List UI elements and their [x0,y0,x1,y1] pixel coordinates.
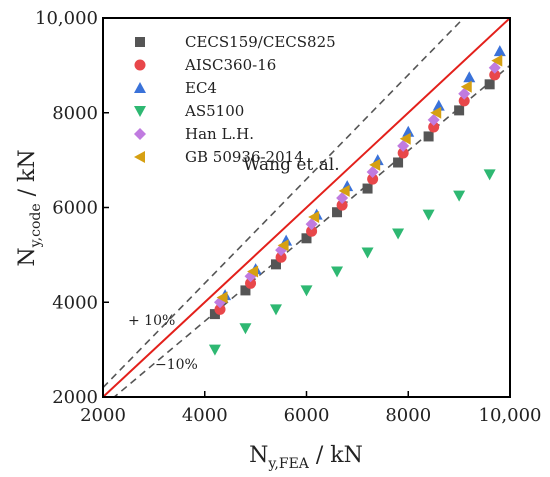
data-point [422,209,435,221]
legend-marker [134,128,146,140]
y-axis-label: Ny,code / kN [15,149,44,266]
series-0 [209,79,495,320]
data-point [423,131,434,142]
y-tick-label: 2000 [52,387,98,408]
x-tick-label: 10,000 [479,405,542,426]
data-point [245,277,257,289]
legend-marker [134,106,146,117]
data-point [493,45,506,57]
data-point [393,157,404,168]
legend-label: AS5100 [184,102,244,120]
legend-marker [135,37,145,47]
data-point [427,113,440,126]
reference-line-0 [103,18,510,397]
legend-label: GB 50936-2014 [185,148,304,166]
data-point [240,285,251,296]
legend-marker [134,151,145,163]
legend: CECS159/CECS825 AISC360-16 EC4 AS5100 Han L.… [134,33,336,166]
x-axis-label: Ny,FEA / kN [249,443,363,472]
data-point [338,184,350,197]
data-point [463,71,476,83]
x-tick-label: 2000 [80,405,126,426]
data-point [277,239,289,252]
y-tick-label: 6000 [52,198,98,219]
data-point [209,309,220,320]
series-3 [208,169,496,356]
y-tick-label: 8000 [52,103,98,124]
data-point [362,183,373,194]
data-points [208,45,506,356]
data-point [432,99,445,111]
data-point [484,79,495,90]
x-tick-label: 4000 [182,405,228,426]
data-point [214,303,226,315]
x-tick-label: 8000 [385,405,431,426]
legend-marker [134,59,146,71]
data-point [208,344,221,356]
data-point [397,139,410,152]
data-point [301,233,312,244]
data-point [331,266,344,278]
legend-marker [134,82,146,93]
series-1 [214,69,501,315]
data-point [402,125,415,137]
data-point [430,106,442,119]
data-point [483,169,496,181]
data-point [366,165,379,178]
data-point [270,259,281,270]
data-point [300,285,313,297]
minus-10-percent-label: −10% [155,357,198,373]
data-point [361,247,374,259]
data-point [216,291,228,304]
data-point [367,173,379,185]
data-point [247,265,259,278]
data-point [454,105,465,116]
data-point [488,61,501,74]
plus-10-percent-label: + 10% [128,313,175,329]
data-point [239,323,252,335]
series-5 [216,54,503,304]
data-point [308,210,320,223]
y-tick-label: 4000 [52,292,98,313]
data-point [460,80,472,93]
x-tick-label: 6000 [284,405,330,426]
data-point [491,54,503,67]
legend-label: Han L.H. [185,125,254,143]
data-point [453,190,466,202]
data-point [305,218,318,231]
data-point [269,304,282,316]
legend-label: EC4 [185,79,217,97]
data-point [275,251,287,263]
y-axis-ticks: 2000 4000 6000 8000 10,000 [35,8,109,408]
data-point [336,199,348,211]
data-point [332,207,343,218]
data-point [369,158,381,171]
data-point [392,228,405,240]
data-point [489,69,501,81]
reference-line-1 [103,18,465,389]
data-point [397,147,409,159]
legend-label: CECS159/CECS825 [185,33,336,51]
data-point [428,121,440,133]
data-point [306,225,318,237]
data-point [399,132,411,145]
data-point [336,192,349,205]
data-point [458,95,470,107]
y-tick-label: 10,000 [35,8,98,29]
legend-label: AISC360-16 [184,56,276,74]
x-axis-ticks: 2000 4000 6000 8000 10,000 [80,391,541,426]
reference-lines [103,18,510,397]
data-point [458,87,471,100]
wang-annotation: Wang et al. [243,155,340,175]
